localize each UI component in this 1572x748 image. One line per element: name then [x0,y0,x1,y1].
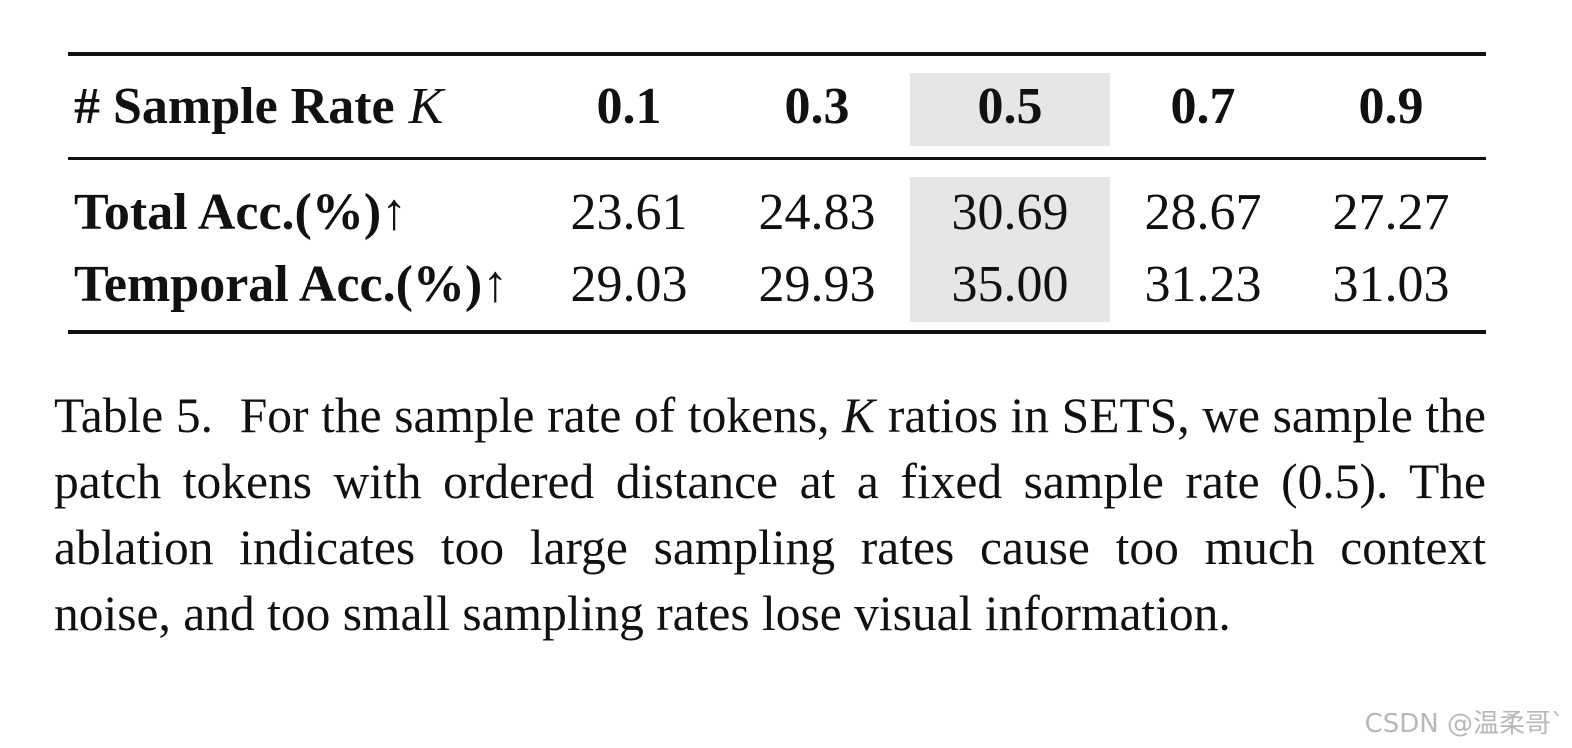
row-label: Temporal Acc.(%)↑ [74,255,509,313]
header-col-5: 0.9 [1358,78,1424,135]
table-mid-rule [68,157,1486,160]
table-cell: 31.03 [1332,255,1450,313]
table-cell: 30.69 [951,183,1069,241]
table-header-row: # Sample Rate K 0.1 0.3 0.5 0.7 0.9 [68,56,1486,157]
table-cell: 31.23 [1144,255,1262,313]
caption-text-part2: ratios in SETS, we sample the patch toke… [54,388,1486,641]
watermark: CSDN @温柔哥` [1364,709,1564,739]
header-col-3: 0.5 [977,78,1043,135]
header-label-prefix: # Sample Rate [74,78,395,135]
table-caption: Table 5. For the sample rate of tokens, … [54,383,1486,647]
table-cell: 29.93 [758,255,876,313]
row-label: Total Acc.(%)↑ [74,183,408,241]
highlight-body-column [910,177,1110,322]
table-cell: 29.03 [570,255,688,313]
results-table: # Sample Rate K 0.1 0.3 0.5 0.7 0.9 Total… [68,52,1486,334]
table-cell: 28.67 [1144,183,1262,241]
table-row: Temporal Acc.(%)↑ 29.03 29.93 35.00 31.2… [68,248,1486,320]
header-label-var: K [408,78,444,135]
header-col-4: 0.7 [1170,78,1236,135]
header-label: # Sample Rate K [74,56,443,157]
caption-text-part1: For the sample rate of tokens, [239,388,830,443]
highlight-header-column [910,73,1110,146]
table-row: Total Acc.(%)↑ 23.61 24.83 30.69 28.67 2… [68,176,1486,248]
table-cell: 35.00 [951,255,1069,313]
table-cell: 23.61 [570,183,688,241]
caption-italic-var: K [842,388,876,443]
table-cell: 27.27 [1332,183,1450,241]
caption-label: Table 5. [54,388,214,443]
table-bottom-rule [68,330,1486,334]
header-col-2: 0.3 [784,78,850,135]
header-col-1: 0.1 [596,78,662,135]
table-top-rule [68,52,1486,56]
table-cell: 24.83 [758,183,876,241]
